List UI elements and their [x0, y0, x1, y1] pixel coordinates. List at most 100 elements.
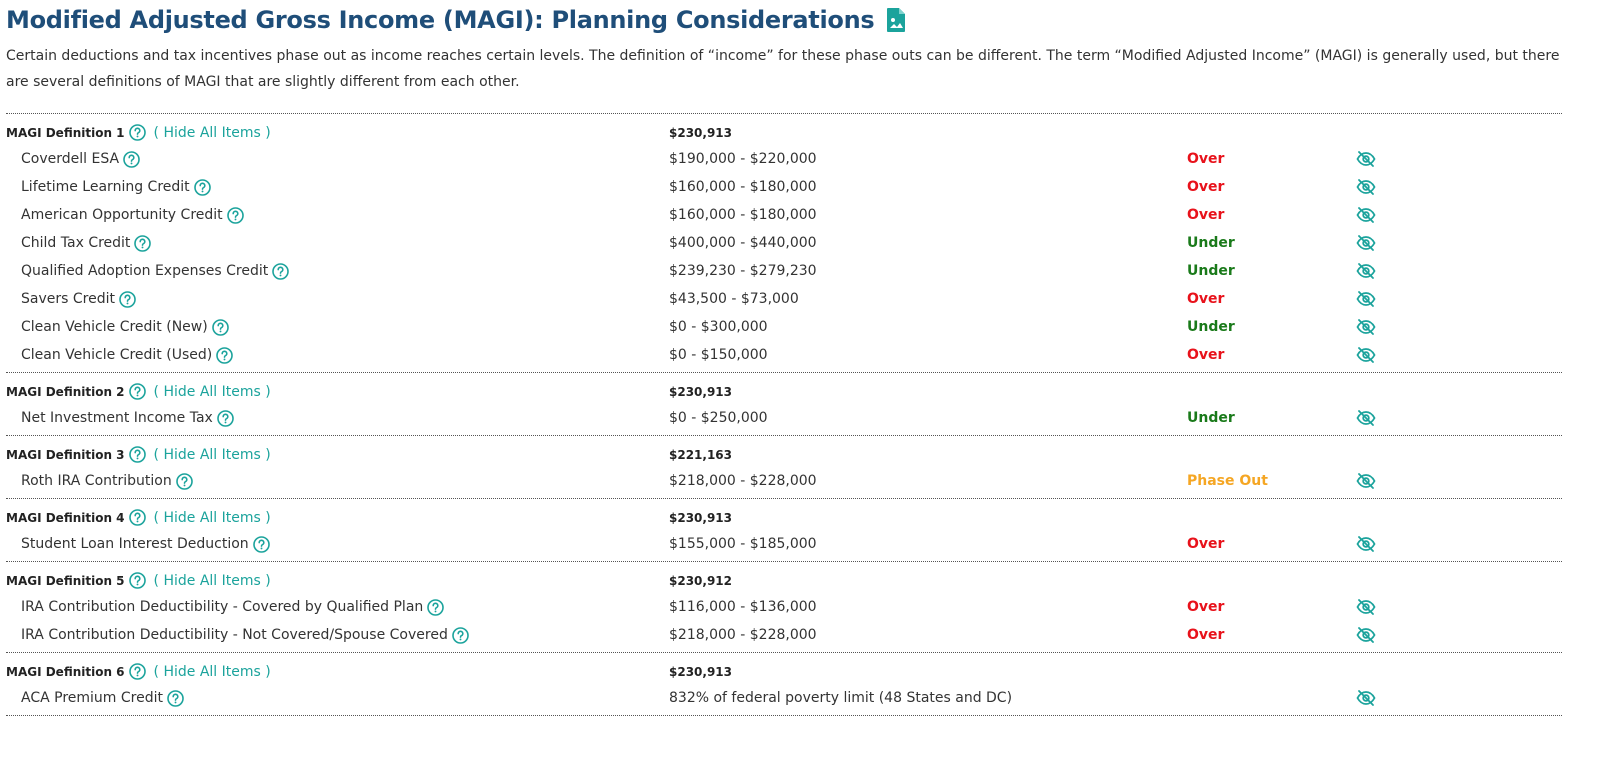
item-label-cell: Net Investment Income Tax — [21, 409, 234, 427]
phase-out-range: $218,000 - $228,000 — [669, 473, 817, 489]
help-icon[interactable] — [452, 626, 469, 644]
status-badge: Over — [1187, 291, 1225, 307]
item-label-cell: Qualified Adoption Expenses Credit — [21, 262, 290, 280]
help-icon[interactable] — [128, 509, 146, 526]
item-label: Student Loan Interest Deduction — [21, 536, 249, 552]
item-label: Qualified Adoption Expenses Credit — [21, 263, 269, 279]
status-badge: Over — [1187, 179, 1225, 195]
eye-slash-icon[interactable] — [1356, 689, 1376, 707]
eye-slash-icon[interactable] — [1356, 206, 1376, 224]
hide-all-items-link[interactable]: ( Hide All Items ) — [153, 124, 271, 141]
magi-definition-label-cell: MAGI Definition 3 ( Hide All Items ) — [6, 446, 271, 463]
table-row: American Opportunity Credit $160,000 - $1… — [6, 201, 1562, 229]
table-row: Student Loan Interest Deduction $155,000 … — [6, 530, 1562, 558]
magi-definition-group: MAGI Definition 6 ( Hide All Items ) $230,… — [6, 652, 1562, 716]
help-icon[interactable] — [211, 318, 229, 336]
eye-slash-icon[interactable] — [1356, 234, 1376, 252]
magi-amount: $230,913 — [669, 664, 733, 679]
help-icon[interactable] — [128, 572, 146, 589]
help-icon[interactable] — [167, 689, 184, 707]
eye-slash-icon[interactable] — [1356, 290, 1376, 308]
item-label: Clean Vehicle Credit (Used) — [21, 347, 213, 363]
table-row: Clean Vehicle Credit (New) $0 - $300,000 U… — [6, 313, 1562, 341]
hide-all-items-link[interactable]: ( Hide All Items ) — [153, 446, 271, 463]
table-row: Net Investment Income Tax $0 - $250,000 Un… — [6, 404, 1562, 432]
eye-slash-icon[interactable] — [1356, 318, 1376, 336]
phase-out-range: $116,000 - $136,000 — [669, 599, 817, 615]
table-row: Child Tax Credit $400,000 - $440,000 Under — [6, 229, 1562, 257]
eye-slash-icon[interactable] — [1356, 346, 1376, 364]
magi-definition-label-cell: MAGI Definition 4 ( Hide All Items ) — [6, 509, 271, 526]
item-label-cell: Roth IRA Contribution — [21, 472, 193, 490]
magi-amount: $230,913 — [669, 384, 733, 399]
eye-slash-icon[interactable] — [1356, 626, 1376, 644]
magi-groups: MAGI Definition 1 ( Hide All Items ) $230,… — [6, 113, 1562, 716]
magi-definition-header: MAGI Definition 5 ( Hide All Items ) $230,… — [6, 568, 1562, 593]
item-label-cell: IRA Contribution Deductibility - Covered… — [21, 598, 445, 616]
item-label: Lifetime Learning Credit — [21, 179, 190, 195]
help-icon[interactable] — [134, 234, 152, 252]
item-label: Child Tax Credit — [21, 235, 131, 251]
item-label-cell: Clean Vehicle Credit (New) — [21, 318, 229, 336]
item-label-cell: Student Loan Interest Deduction — [21, 535, 270, 553]
item-label-cell: Child Tax Credit — [21, 234, 152, 252]
magi-definition-header: MAGI Definition 4 ( Hide All Items ) $230,… — [6, 505, 1562, 530]
help-icon[interactable] — [128, 124, 146, 141]
magi-definition-group: MAGI Definition 2 ( Hide All Items ) $230,… — [6, 372, 1562, 435]
help-icon[interactable] — [252, 535, 270, 553]
help-icon[interactable] — [217, 409, 234, 427]
status-badge: Over — [1187, 347, 1225, 363]
page-title: Modified Adjusted Gross Income (MAGI): P… — [6, 6, 875, 34]
eye-slash-icon[interactable] — [1356, 262, 1376, 280]
hide-all-items-link[interactable]: ( Hide All Items ) — [153, 572, 271, 589]
document-image-icon[interactable] — [886, 7, 906, 33]
status-badge: Phase Out — [1187, 473, 1268, 489]
eye-slash-icon[interactable] — [1356, 472, 1376, 490]
eye-slash-icon[interactable] — [1356, 178, 1376, 196]
help-icon[interactable] — [216, 346, 234, 364]
magi-definition-label: MAGI Definition 5 — [6, 573, 125, 588]
help-icon[interactable] — [272, 262, 290, 280]
eye-slash-icon[interactable] — [1356, 598, 1376, 616]
magi-definition-header: MAGI Definition 3 ( Hide All Items ) $221,… — [6, 442, 1562, 467]
status-badge: Under — [1187, 235, 1235, 251]
help-icon[interactable] — [119, 290, 136, 308]
hide-all-items-link[interactable]: ( Hide All Items ) — [153, 509, 271, 526]
item-label: IRA Contribution Deductibility - Covered… — [21, 599, 424, 615]
help-icon[interactable] — [427, 598, 445, 616]
eye-slash-icon[interactable] — [1356, 409, 1376, 427]
help-icon[interactable] — [128, 446, 146, 463]
help-icon[interactable] — [193, 178, 211, 196]
item-label: Savers Credit — [21, 291, 115, 307]
table-row: Savers Credit $43,500 - $73,000 Over — [6, 285, 1562, 313]
eye-slash-icon[interactable] — [1356, 150, 1376, 168]
magi-definition-label-cell: MAGI Definition 2 ( Hide All Items ) — [6, 383, 271, 400]
help-icon[interactable] — [175, 472, 193, 490]
table-row: IRA Contribution Deductibility - Covered… — [6, 593, 1562, 621]
item-label-cell: IRA Contribution Deductibility - Not Cov… — [21, 626, 469, 644]
table-row: Coverdell ESA $190,000 - $220,000 Over — [6, 145, 1562, 173]
help-icon[interactable] — [226, 206, 244, 224]
phase-out-range: $190,000 - $220,000 — [669, 151, 817, 167]
hide-all-items-link[interactable]: ( Hide All Items ) — [153, 663, 271, 680]
item-label: Roth IRA Contribution — [21, 473, 172, 489]
magi-amount: $230,913 — [669, 125, 733, 140]
phase-out-range: $0 - $150,000 — [669, 347, 768, 363]
phase-out-range: $0 - $250,000 — [669, 410, 768, 426]
title-row: Modified Adjusted Gross Income (MAGI): P… — [6, 0, 1606, 40]
item-label-cell: Lifetime Learning Credit — [21, 178, 211, 196]
phase-out-range: $160,000 - $180,000 — [669, 207, 817, 223]
magi-definition-label-cell: MAGI Definition 6 ( Hide All Items ) — [6, 663, 271, 680]
hide-all-items-link[interactable]: ( Hide All Items ) — [153, 383, 271, 400]
status-badge: Over — [1187, 599, 1225, 615]
magi-definition-header: MAGI Definition 6 ( Hide All Items ) $230,… — [6, 659, 1562, 684]
magi-definition-header: MAGI Definition 1 ( Hide All Items ) $230,… — [6, 120, 1562, 145]
help-icon[interactable] — [128, 663, 146, 680]
magi-definition-group: MAGI Definition 5 ( Hide All Items ) $230,… — [6, 561, 1562, 652]
eye-slash-icon[interactable] — [1356, 535, 1376, 553]
help-icon[interactable] — [123, 150, 140, 168]
help-icon[interactable] — [128, 383, 146, 400]
magi-definition-label-cell: MAGI Definition 1 ( Hide All Items ) — [6, 124, 271, 141]
phase-out-range: $239,230 - $279,230 — [669, 263, 817, 279]
item-label: ACA Premium Credit — [21, 690, 163, 706]
